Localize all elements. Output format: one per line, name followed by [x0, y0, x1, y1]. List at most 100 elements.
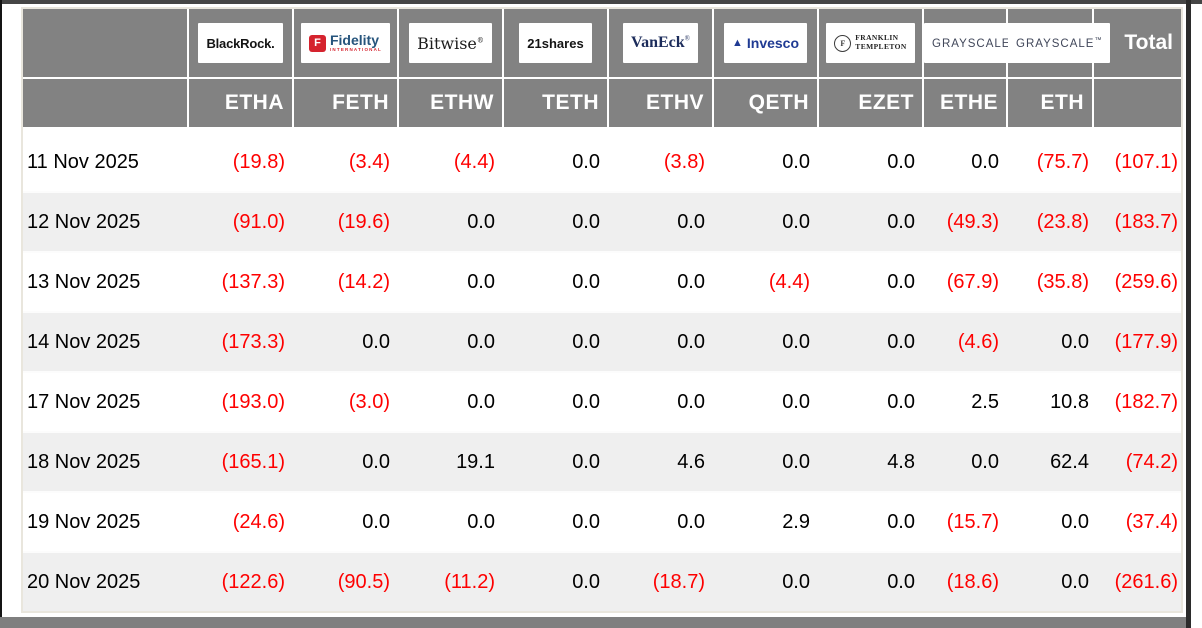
flow-row-13-nov-2025: 13 Nov 2025 (137.3) (14.2) 0.0 0.0 0.0 (4.4) 0.…: [23, 251, 1181, 312]
franklin-line1: FRANKLIN: [855, 33, 899, 43]
flow-cell-ethw: (4.4): [453, 150, 495, 173]
flow-cell-feth: (90.5): [293, 551, 398, 611]
flow-cell-feth: 0.0: [293, 311, 398, 372]
fidelity-sub-label: INTERNATIONAL: [329, 47, 382, 53]
flow-cell-eth: 0.0: [1007, 551, 1093, 611]
flow-cell-teth: 0.0: [503, 551, 608, 611]
issuer-header-etha: BlackRock.: [188, 9, 294, 79]
ticker-qeth: QETH: [713, 78, 819, 133]
top-edge-bar: [0, 0, 1202, 4]
flow-cell-ethw: 0.0: [398, 371, 503, 432]
flow-cell-ethv: (3.8): [663, 150, 705, 173]
flow-cell-ethw: 19.1: [398, 431, 503, 492]
invesco-logo: ▲ Invesco: [723, 23, 808, 63]
brand-wordmark: BlackRock.: [206, 35, 275, 51]
flow-cell-ezet: 0.0: [818, 491, 923, 552]
blackrock-logo: BlackRock.: [198, 23, 283, 63]
flow-cell-ethe: (15.7): [923, 491, 1007, 552]
flows-table: BlackRock. F Fidelity INTERNATIONAL Bitwise®…: [23, 9, 1181, 611]
brand-wordmark: VanEck®: [631, 34, 690, 51]
flow-cell-ethe: (49.3): [923, 191, 1007, 252]
total-ticker-empty-cell: [1093, 78, 1181, 133]
flow-cell-feth: (3.0): [293, 371, 398, 432]
brand-wordmark: 21shares: [527, 35, 584, 51]
flow-cell-ethw: 0.0: [398, 311, 503, 372]
ticker-feth: FETH: [293, 78, 399, 133]
issuer-header-eth: GRAYSCALE™: [1007, 9, 1111, 79]
flow-cell-qeth: 0.0: [713, 311, 818, 372]
total-cell: (261.6): [1093, 551, 1181, 611]
shares21-logo: 21shares: [519, 23, 592, 63]
flow-cell-ethe: (67.9): [923, 251, 1007, 312]
flow-cell-eth: 10.8: [1007, 371, 1093, 432]
issuer-header-feth: F Fidelity INTERNATIONAL: [293, 9, 399, 79]
ticker-ethw: ETHW: [398, 78, 504, 133]
left-edge-border: [0, 0, 2, 628]
flow-cell-eth: 0.0: [1007, 311, 1093, 372]
date-cell: 19 Nov 2025: [23, 491, 188, 552]
franklin-line2: TEMPLETON: [855, 42, 907, 51]
ticker-ethv: ETHV: [608, 78, 714, 133]
issuer-header-ethe: GRAYSCALE™: [923, 9, 1027, 79]
ticker-teth: TETH: [503, 78, 609, 133]
flow-data-body: 11 Nov 2025 (19.8) (3.4) (4.4) 0.0 (3.8) 0.0 0.…: [23, 130, 1181, 611]
brand-wordmark: Bitwise®: [417, 33, 484, 53]
flow-cell-ethw: 0.0: [398, 491, 503, 552]
flow-cell-ethw: 0.0: [398, 191, 503, 252]
ticker-row: ETHA FETH ETHW TETH ETHV QETH EZET ETHE ETH: [23, 78, 1181, 133]
fidelity-name: Fidelity: [329, 32, 379, 49]
flow-row-18-nov-2025: 18 Nov 2025 (165.1) 0.0 19.1 0.0 4.6 0.0 4.8 0.0…: [23, 431, 1181, 492]
flow-cell-ethv: 0.0: [608, 491, 713, 552]
flow-cell-ethe: 0.0: [923, 431, 1007, 492]
flow-cell-ethv: 0.0: [608, 311, 713, 372]
flow-cell-ethv: 4.6: [608, 431, 713, 492]
franklin-logo: F FRANKLIN TEMPLETON: [826, 23, 915, 63]
flow-row-12-nov-2025: 12 Nov 2025 (91.0) (19.6) 0.0 0.0 0.0 0.0 0.0 (4…: [23, 191, 1181, 252]
flow-cell-ethe: 0.0: [971, 150, 999, 173]
ticker-etha: ETHA: [188, 78, 294, 133]
total-cell: (107.1): [1114, 150, 1178, 173]
flow-cell-eth: 62.4: [1007, 431, 1093, 492]
flow-cell-ezet: 0.0: [818, 251, 923, 312]
flow-cell-ethv: (18.7): [608, 551, 713, 611]
eth-etf-flow-table: BlackRock. F Fidelity INTERNATIONAL Bitwise®…: [21, 7, 1183, 613]
flow-cell-teth: 0.0: [503, 371, 608, 432]
flow-cell-ethe: (4.6): [923, 311, 1007, 372]
flow-cell-ezet: 0.0: [818, 311, 923, 372]
ticker-ezet: EZET: [818, 78, 924, 133]
flow-cell-qeth: 0.0: [713, 191, 818, 252]
flow-cell-ethe: (18.6): [923, 551, 1007, 611]
flow-cell-feth: (3.4): [348, 150, 390, 173]
flow-cell-ezet: 0.0: [818, 191, 923, 252]
franklin-seal-icon: F: [834, 34, 852, 52]
total-cell: (177.9): [1093, 311, 1181, 372]
flow-cell-feth: (19.6): [293, 191, 398, 252]
issuer-logo-row: BlackRock. F Fidelity INTERNATIONAL Bitwise®…: [23, 9, 1181, 79]
flow-cell-etha: (24.6): [188, 491, 293, 552]
brand-wordmark: GRAYSCALE™: [1016, 36, 1103, 50]
total-cell: (183.7): [1093, 191, 1181, 252]
flow-cell-teth: 0.0: [503, 431, 608, 492]
flow-cell-qeth: 0.0: [713, 371, 818, 432]
flow-cell-teth: 0.0: [503, 311, 608, 372]
date-cell: 11 Nov 2025: [27, 150, 139, 173]
flow-cell-etha: (193.0): [188, 371, 293, 432]
fidelity-f-icon: F: [308, 34, 326, 52]
flow-cell-ethe: 2.5: [923, 371, 1007, 432]
total-cell: (182.7): [1093, 371, 1181, 432]
flow-cell-qeth: 0.0: [713, 431, 818, 492]
flow-cell-qeth: (4.4): [713, 251, 818, 312]
ticker-ethe: ETHE: [923, 78, 1008, 133]
flow-row-20-nov-2025: 20 Nov 2025 (122.6) (90.5) (11.2) 0.0 (18.7) 0…: [23, 551, 1181, 611]
date-cell: 18 Nov 2025: [23, 431, 188, 492]
flow-cell-ethv: 0.0: [608, 251, 713, 312]
issuer-header-qeth: ▲ Invesco: [713, 9, 819, 79]
flow-cell-etha: (19.8): [232, 150, 285, 173]
flow-cell-ezet: 4.8: [818, 431, 923, 492]
right-edge-line: [1186, 0, 1191, 628]
flow-cell-etha: (165.1): [188, 431, 293, 492]
vaneck-logo: VanEck®: [623, 23, 698, 63]
date-column-header: [23, 78, 189, 133]
flow-cell-qeth: 2.9: [713, 491, 818, 552]
invesco-mountain-icon: ▲: [731, 36, 743, 49]
